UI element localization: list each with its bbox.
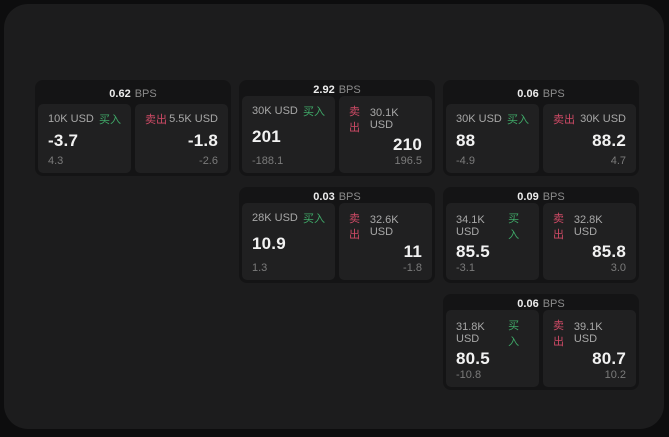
sell-price: -1.8	[187, 131, 218, 150]
buy-price: 10.9	[252, 234, 286, 253]
spread-value: 0.03	[313, 190, 335, 203]
sell-skew: -2.6	[199, 155, 218, 167]
bps-label: BPS	[542, 190, 565, 203]
buy-size: 30K USD	[456, 113, 502, 125]
sell-side-label: 卖出	[349, 106, 360, 134]
buy-price: 85.5	[456, 242, 490, 261]
buy-side-label: 买入	[507, 114, 529, 126]
sell-size: 30K USD	[580, 113, 626, 125]
sell-size: 32.6K USD	[369, 214, 399, 238]
quote-card: 0.03 BPS 28K USD 买入 10.9 1.3 卖出 32.6K US…	[239, 187, 435, 283]
buy-skew: -4.9	[456, 155, 475, 167]
sell-size: 5.5K USD	[169, 113, 218, 125]
buy-side-label: 买入	[508, 320, 520, 348]
sell-side-label: 卖出	[349, 213, 360, 241]
bps-label: BPS	[338, 83, 361, 96]
spread-header: 0.09 BPS	[446, 190, 636, 203]
quote-card: 0.62 BPS 10K USD 买入 -3.7 4.3 卖出 5.5K USD…	[35, 80, 231, 176]
buy-tile[interactable]: 10K USD 买入 -3.7 4.3	[38, 104, 131, 173]
spread-header: 0.62 BPS	[38, 83, 228, 104]
sell-tile[interactable]: 卖出 30K USD 88.2 4.7	[543, 104, 636, 173]
buy-size: 34.1K USD	[456, 214, 485, 238]
buy-price: 88	[456, 131, 476, 150]
sell-tile[interactable]: 卖出 30.1K USD 210 196.5	[339, 96, 432, 173]
quote-card: 0.06 BPS 30K USD 买入 88 -4.9 卖出 30K USD 8…	[443, 80, 639, 176]
buy-size: 31.8K USD	[456, 321, 485, 345]
buy-skew: -188.1	[252, 155, 284, 167]
sell-side-label: 卖出	[553, 213, 564, 241]
sell-price: 11	[403, 242, 422, 261]
buy-side-label: 买入	[99, 114, 121, 126]
buy-side-label: 买入	[508, 213, 520, 241]
buy-side-label: 买入	[303, 106, 325, 118]
buy-skew: -10.8	[456, 369, 482, 381]
buy-tile[interactable]: 28K USD 买入 10.9 1.3	[242, 203, 335, 280]
sell-skew: 10.2	[604, 369, 626, 381]
buy-side-label: 买入	[303, 213, 325, 225]
bps-label: BPS	[134, 87, 157, 100]
sell-side-label: 卖出	[145, 114, 167, 126]
buy-tile[interactable]: 31.8K USD 买入 80.5 -10.8	[446, 310, 539, 387]
buy-price: 201	[252, 127, 281, 146]
spread-header: 0.03 BPS	[242, 190, 432, 203]
quote-card: 0.09 BPS 34.1K USD 买入 85.5 -3.1 卖出 32.8K…	[443, 187, 639, 283]
buy-tile[interactable]: 34.1K USD 买入 85.5 -3.1	[446, 203, 539, 280]
buy-skew: -3.1	[456, 262, 475, 274]
sell-size: 32.8K USD	[573, 214, 603, 238]
spread-value: 0.06	[517, 87, 539, 100]
sell-side-label: 卖出	[553, 320, 564, 348]
sell-skew: 196.5	[394, 155, 422, 167]
quote-card: 2.92 BPS 30K USD 买入 201 -188.1 卖出 30.1K …	[239, 80, 435, 176]
sell-price: 88.2	[592, 131, 626, 150]
spread-header: 0.06 BPS	[446, 83, 636, 104]
quote-card: 0.06 BPS 31.8K USD 买入 80.5 -10.8 卖出 39.1…	[443, 294, 639, 390]
buy-size: 10K USD	[48, 113, 94, 125]
sell-size: 30.1K USD	[369, 107, 399, 131]
buy-size: 30K USD	[252, 105, 298, 117]
sell-tile[interactable]: 卖出 5.5K USD -1.8 -2.6	[135, 104, 228, 173]
sell-price: 85.8	[592, 242, 626, 261]
spread-value: 0.06	[517, 297, 539, 310]
buy-size: 28K USD	[252, 212, 298, 224]
buy-skew: 4.3	[48, 155, 64, 167]
sell-size: 39.1K USD	[573, 321, 603, 345]
sell-skew: -1.8	[403, 262, 422, 274]
sell-price: 80.7	[592, 349, 626, 368]
bps-label: BPS	[338, 190, 361, 203]
spread-value: 0.62	[109, 87, 131, 100]
bps-label: BPS	[542, 87, 565, 100]
sell-skew: 3.0	[610, 262, 626, 274]
sell-tile[interactable]: 卖出 39.1K USD 80.7 10.2	[543, 310, 636, 387]
spread-value: 0.09	[517, 190, 539, 203]
sell-side-label: 卖出	[553, 114, 575, 126]
buy-price: -3.7	[48, 131, 79, 150]
sell-tile[interactable]: 卖出 32.6K USD 11 -1.8	[339, 203, 432, 280]
sell-skew: 4.7	[610, 155, 626, 167]
sell-price: 210	[393, 135, 422, 154]
pricing-board: 0.62 BPS 10K USD 买入 -3.7 4.3 卖出 5.5K USD…	[35, 80, 639, 390]
buy-price: 80.5	[456, 349, 490, 368]
spread-header: 2.92 BPS	[242, 83, 432, 96]
buy-skew: 1.3	[252, 262, 268, 274]
spread-header: 0.06 BPS	[446, 297, 636, 310]
buy-tile[interactable]: 30K USD 买入 201 -188.1	[242, 96, 335, 173]
spread-value: 2.92	[313, 83, 335, 96]
sell-tile[interactable]: 卖出 32.8K USD 85.8 3.0	[543, 203, 636, 280]
bps-label: BPS	[542, 297, 565, 310]
buy-tile[interactable]: 30K USD 买入 88 -4.9	[446, 104, 539, 173]
